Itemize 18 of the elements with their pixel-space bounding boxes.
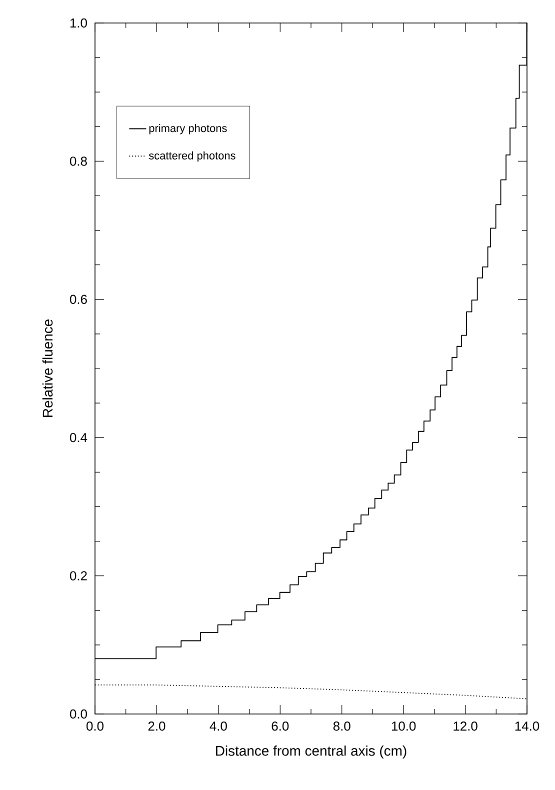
legend-label: primary photons <box>149 124 227 134</box>
y-tick-label: 0.2 <box>70 571 87 580</box>
x-tick-label: 10.0 <box>392 722 416 731</box>
x-tick-label: 14.0 <box>515 722 540 731</box>
x-tick-label: 6.0 <box>272 722 289 731</box>
x-tick-label: 12.0 <box>454 722 478 731</box>
legend-label: scattered photons <box>148 151 236 162</box>
x-tick-label: 2.0 <box>148 722 166 731</box>
y-tick-label: 0.6 <box>70 294 87 304</box>
y-tick-label: 0.0 <box>70 709 87 719</box>
x-tick-label: 4.0 <box>210 722 227 731</box>
x-axis-title: Distance from central axis (cm) <box>216 746 406 759</box>
x-tick-label: 8.0 <box>333 722 350 731</box>
x-tick-label: 0.0 <box>86 722 104 731</box>
y-axis-title: Relative fluence <box>42 320 53 417</box>
y-tick-label: 1.0 <box>70 18 87 28</box>
y-tick-label: 0.8 <box>70 156 87 166</box>
y-tick-label: 0.4 <box>70 433 88 442</box>
